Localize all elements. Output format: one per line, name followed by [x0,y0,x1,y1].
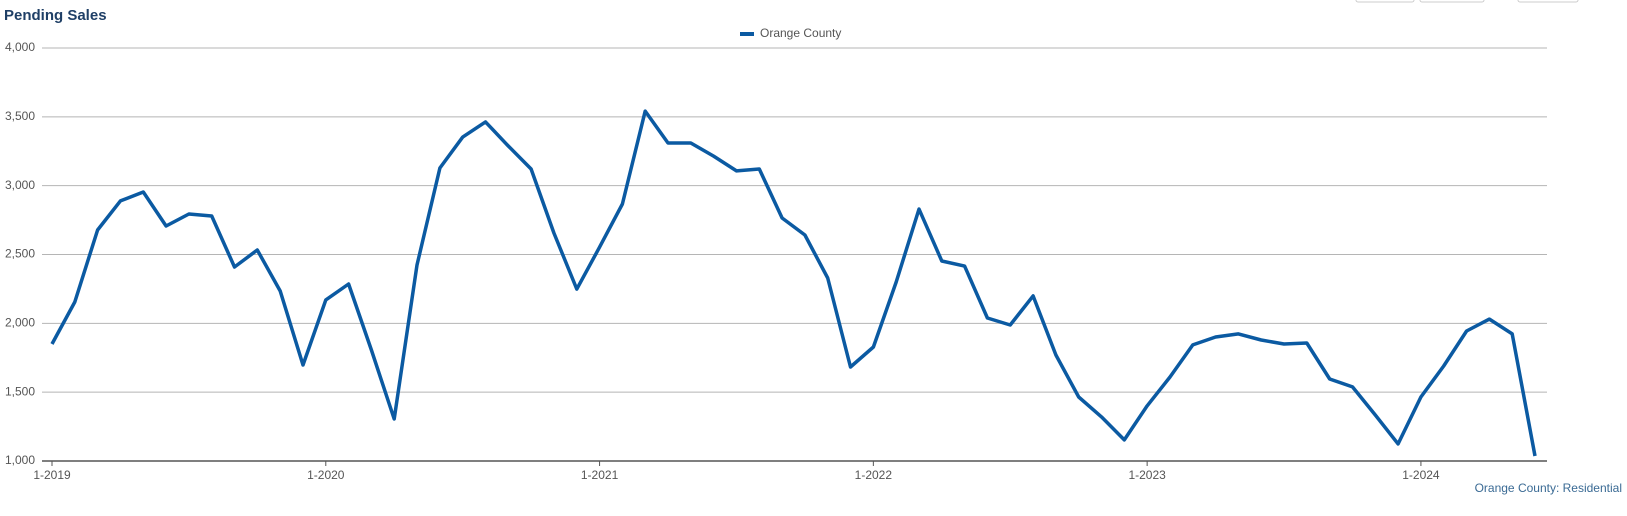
legend-label: Orange County [760,26,841,40]
button[interactable] [1355,0,1415,3]
x-tick-label: 1-2022 [855,468,893,482]
y-tick-label: 2,000 [5,316,35,330]
y-tick-label: 3,000 [5,178,35,192]
button[interactable] [1517,0,1579,3]
x-tick-label: 1-2019 [33,468,71,482]
data-line [50,109,1537,457]
y-tick-label: 4,000 [5,40,35,54]
x-tick-label: 1-2021 [581,468,619,482]
y-tick-label: 2,500 [5,247,35,261]
button[interactable] [1419,0,1485,3]
x-tick-label: 1-2024 [1402,468,1440,482]
y-tick-label: 1,500 [5,384,35,398]
y-tick-label: 1,000 [5,453,35,467]
footnote: Orange County: Residential [1475,481,1622,495]
x-tick-label: 1-2023 [1128,468,1166,482]
y-tick-label: 3,500 [5,109,35,123]
x-tick-label: 1-2020 [307,468,345,482]
chart-title: Pending Sales [4,7,107,24]
